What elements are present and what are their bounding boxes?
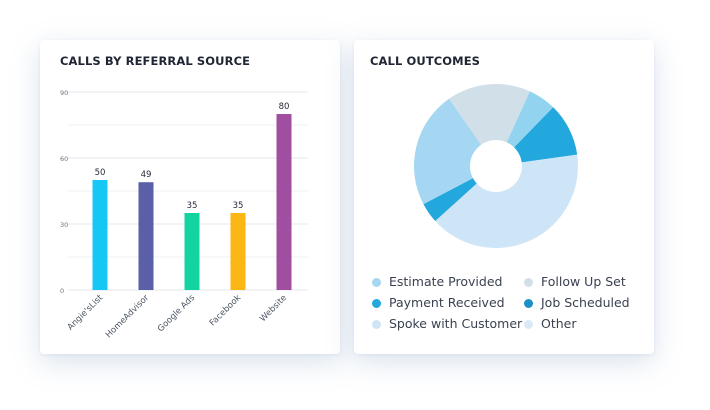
donut-slice (506, 91, 554, 148)
bar (276, 114, 292, 290)
x-tick-label: HomeAdvisor (104, 293, 152, 341)
x-tick-label: Angie'sList (66, 293, 106, 333)
bar (230, 213, 246, 290)
x-tick-label: Google Ads (156, 293, 198, 335)
legend-label: Payment Received (389, 295, 505, 310)
bar (92, 180, 108, 290)
legend-swatch (524, 320, 533, 329)
legend-label: Job Scheduled (541, 295, 630, 310)
donut-slice (423, 178, 477, 222)
donut-chart (414, 84, 578, 248)
donut-slice (514, 107, 578, 163)
legend-swatch (372, 278, 381, 287)
call-outcomes-card: CALL OUTCOMES Estimate Provided Follow Up… (354, 40, 654, 354)
legend-label: Other (541, 316, 577, 331)
bar-value-label: 50 (95, 168, 106, 178)
y-tick-label: 60 (60, 155, 68, 163)
bar-value-label: 35 (233, 201, 244, 211)
bar-chart: 0 30 60 90 50 Angie'sList 49 HomeAdvisor 35 Googl… (60, 89, 308, 341)
legend-swatch (372, 320, 381, 329)
calls-by-referral-card: CALLS BY REFERRAL SOURCE 0 30 60 90 50 Angie'… (40, 40, 340, 354)
legend-swatch (372, 299, 381, 308)
donut-slice (435, 154, 578, 248)
legend-swatch (524, 299, 533, 308)
legend-swatch (524, 278, 533, 287)
legend-label: Spoke with Customer (389, 316, 523, 331)
x-tick-label: Website (258, 293, 289, 324)
donut-slice (414, 98, 482, 205)
bar (184, 213, 200, 290)
y-tick-label: 30 (60, 221, 68, 229)
legend-label: Estimate Provided (389, 274, 503, 289)
bar-value-label: 80 (279, 102, 290, 112)
donut-slice (449, 84, 530, 145)
bar-chart-title: CALLS BY REFERRAL SOURCE (60, 54, 251, 68)
legend-label: Follow Up Set (541, 274, 626, 289)
bar-value-label: 49 (141, 170, 152, 180)
donut-chart-title: CALL OUTCOMES (370, 54, 481, 68)
y-tick-label: 90 (60, 89, 68, 97)
x-tick-label: Facebook (208, 293, 243, 328)
bar-value-label: 35 (187, 201, 198, 211)
bar (138, 182, 154, 290)
y-tick-label: 0 (60, 287, 64, 295)
